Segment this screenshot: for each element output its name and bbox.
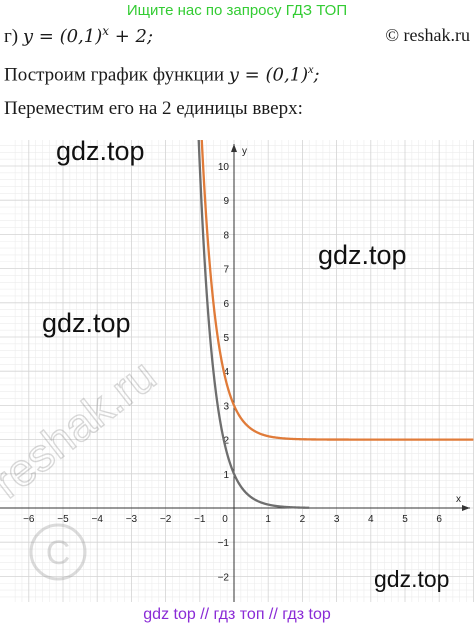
curve-base-function — [197, 140, 310, 509]
watermark-gdz-3: gdz.top — [42, 308, 131, 338]
x-tick-label: 2 — [300, 514, 306, 525]
text-line-2: Построим график функции y = (0,1)x; — [4, 62, 320, 86]
formula-exp: x — [102, 24, 110, 38]
task-formula: г) y = (0,1)x + 2; — [4, 24, 153, 48]
x-tick-label: 6 — [436, 514, 442, 525]
line2-text: Построим график функции — [4, 64, 229, 86]
watermark-gdz-4: gdz.top — [374, 566, 450, 592]
line2-formula: y = (0,1) — [228, 64, 309, 86]
y-tick-label: 2 — [223, 436, 229, 447]
y-tick-label: 10 — [218, 162, 230, 173]
y-axis-arrow — [231, 144, 237, 152]
x-tick-label: 5 — [402, 514, 408, 525]
watermark-gdz-2: gdz.top — [318, 240, 407, 270]
formula-y: y — [22, 26, 34, 47]
y-tick-label: 8 — [223, 230, 229, 241]
x-tick-label: 4 — [368, 514, 374, 525]
x-axis-arrow — [462, 505, 470, 511]
reshak-watermark: reshak.ru C — [0, 348, 166, 581]
curves — [197, 140, 474, 509]
copyright: © reshak.ru — [385, 25, 470, 45]
y-tick-label: 9 — [223, 196, 229, 207]
x-axis-label: x — [456, 494, 461, 505]
axes — [0, 144, 470, 602]
x-tick-label: 0 — [222, 514, 228, 525]
text-line-3: Переместим его на 2 единицы вверх: — [4, 98, 303, 119]
y-tick-label: 1 — [223, 470, 229, 481]
copyright-c-icon: C — [46, 534, 71, 572]
tick-labels: x y −6 −5 −4 −3 −2 −1 0 1 2 3 4 5 6 −2 −1 1 2 3 4 5 6 7 8 9 10 — [23, 146, 461, 583]
y-tick-label: −2 — [218, 572, 230, 583]
x-tick-label: 3 — [334, 514, 340, 525]
formula-tail: + 2; — [109, 26, 154, 47]
x-tick-label: −5 — [57, 514, 69, 525]
x-tick-label: −2 — [160, 514, 172, 525]
y-tick-label: 6 — [223, 299, 229, 310]
y-tick-label: −1 — [218, 538, 230, 549]
copyright-circle-icon — [29, 523, 87, 581]
x-tick-label: −1 — [194, 514, 206, 525]
top-banner: Ищите нас по запросу ГДЗ ТОП — [126, 2, 348, 19]
line2-exp: x — [308, 62, 314, 76]
formula-eq: = (0,1) — [33, 26, 103, 47]
y-tick-label: 7 — [223, 265, 229, 276]
y-axis-label: y — [242, 146, 247, 157]
y-tick-label: 5 — [223, 333, 229, 344]
reshak-watermark-group: reshak.ru — [0, 348, 166, 508]
curve-shifted-function — [200, 140, 474, 441]
x-tick-label: −6 — [23, 514, 35, 525]
x-tick-label: 1 — [265, 514, 271, 525]
x-tick-label: −3 — [126, 514, 138, 525]
y-tick-label: 3 — [223, 401, 229, 412]
line2-tail: ; — [313, 64, 320, 86]
grid-major — [0, 140, 474, 602]
task-prefix: г) — [4, 26, 23, 47]
bottom-banner: gdz top // гдз топ // гдз top — [143, 606, 331, 623]
watermark-gdz-1: gdz.top — [56, 136, 145, 166]
x-tick-label: −4 — [91, 514, 103, 525]
function-graph: x y −6 −5 −4 −3 −2 −1 0 1 2 3 4 5 6 −2 −1 1 2 3 4 5 6 7 8 9 10 res… — [0, 140, 474, 602]
reshak-watermark-text: reshak.ru — [0, 349, 165, 508]
y-tick-label: 4 — [223, 367, 229, 378]
